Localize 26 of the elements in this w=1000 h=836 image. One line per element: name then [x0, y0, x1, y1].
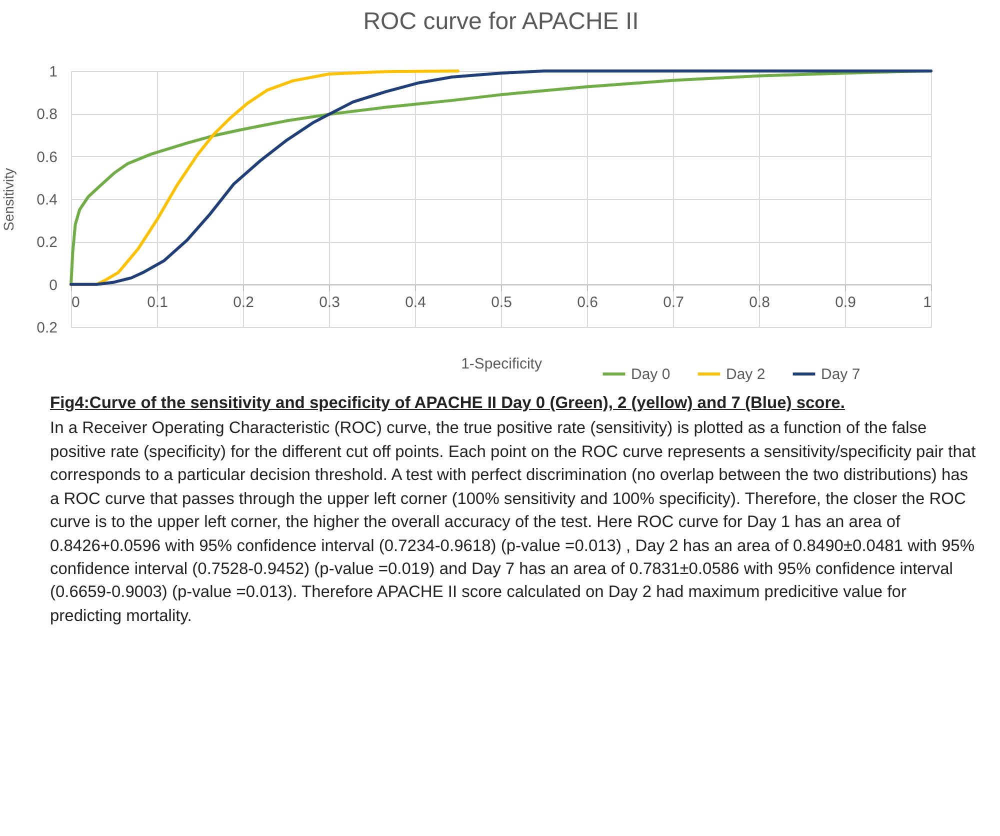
x-tick-label: 0.5 — [491, 294, 512, 311]
x-tick-label: 0.3 — [319, 294, 340, 311]
y-tick-label: 0 — [49, 276, 58, 294]
x-tick-label: 0 — [72, 294, 80, 311]
x-axis-title: 1-Specificity — [461, 356, 542, 372]
chart-title: ROC curve for APACHE II — [363, 8, 639, 35]
x-tick-label: 0.8 — [749, 294, 770, 311]
y-tick-label: 0.2 — [36, 320, 58, 336]
x-tick-label: 1 — [923, 294, 932, 311]
legend-label: Day 0 — [631, 366, 670, 383]
text: In a Receiver Operating Characteristic (ROC) curve, the true positive rate (sensitivity) is plotted as a function of the false positive rate (specificity) for the different cut off points. Each point on the ROC curve represents a sensitivity/specificity pair that corresponds to a particular decision threshold. A test with perfect discrimination (no overlap between the two distributions) has a ROC curve that passes through the upper left corner (100% sensitivity and 100% specificity). Therefore, the closer the ROC curve is to the upper left corner, the higher the overall accuracy of the test. Here ROC curve for Day 1 has an area of 0.8426+0.0596 with 95% confidence interval (0.7234-0.9618) (p-value =0.013) , Day 2 has an area of 0.8490±0.0481 with 95% confidence interval (0.7528-0.9452) (p-value =0.019) and Day 7 has an area of 0.7831±0.0586 with 95% confidence interval (0.6659-0.9003) (p-value =0.013). Therefore APACHE II score calculated on Day 2 had maximum predicitive value for predicting mortality. — [50, 419, 976, 625]
y-tick-label: 1 — [49, 64, 58, 80]
x-tick-label: 0.9 — [835, 294, 856, 311]
x-tick-label: 0.7 — [663, 294, 684, 311]
caption: Fig4:Curve of the sensitivity and specificity of APACHE II Day 0 (Green), 2 (yellow) and 7 (Blue) score. — [50, 393, 846, 414]
y-tick-label: 0.4 — [36, 192, 58, 208]
y-tick-label: 0.8 — [36, 106, 58, 124]
x-tick-label: 0.6 — [577, 294, 598, 311]
y-axis-title: Sensitivity — [0, 168, 17, 232]
y-tick-label: 0.6 — [36, 148, 58, 166]
legend-label: Day 2 — [726, 366, 766, 383]
x-tick-label: 0.1 — [147, 294, 168, 311]
x-tick-label: 0.4 — [405, 294, 426, 311]
y-tick-label: 0.2 — [36, 234, 58, 252]
x-tick-label: 0.2 — [233, 294, 254, 311]
legend-label: Day 7 — [821, 366, 860, 383]
